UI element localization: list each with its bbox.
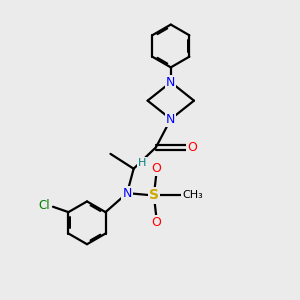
Text: Cl: Cl [39,199,50,212]
Text: N: N [122,187,132,200]
Text: N: N [166,76,176,89]
Text: CH₃: CH₃ [182,190,203,200]
Text: O: O [151,216,161,229]
Text: O: O [187,141,197,154]
Text: O: O [151,162,161,175]
Text: S: S [149,188,159,203]
Text: N: N [166,112,176,126]
Text: H: H [138,158,146,168]
